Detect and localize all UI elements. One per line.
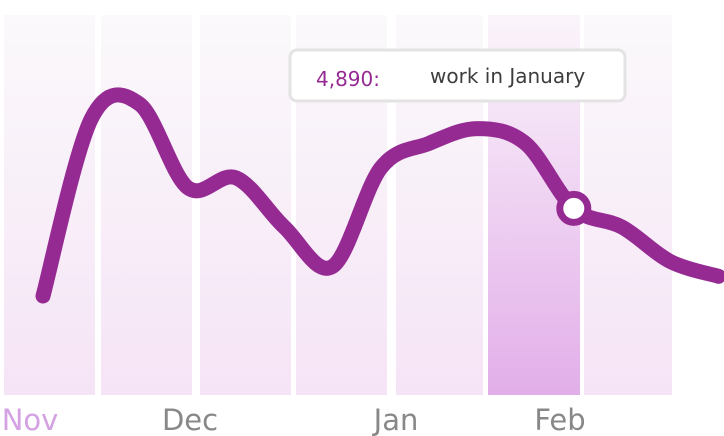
tooltip: 4,890: work in January xyxy=(288,48,627,103)
x-tick-label-nov: Nov xyxy=(2,403,59,436)
x-tick-label-dec: Dec xyxy=(162,403,218,436)
tooltip-value: 4,890: xyxy=(316,67,380,91)
series-line xyxy=(35,87,724,304)
band xyxy=(4,15,95,395)
x-tick-label-jan: Jan xyxy=(372,403,419,436)
band xyxy=(101,15,192,395)
band xyxy=(200,15,291,395)
highlight-point[interactable] xyxy=(556,190,592,226)
x-axis-labels: Nov Dec Jan Feb xyxy=(2,403,586,436)
tooltip-box xyxy=(288,48,627,103)
x-tick-label-feb: Feb xyxy=(534,403,585,436)
tooltip-text: work in January xyxy=(430,64,585,88)
